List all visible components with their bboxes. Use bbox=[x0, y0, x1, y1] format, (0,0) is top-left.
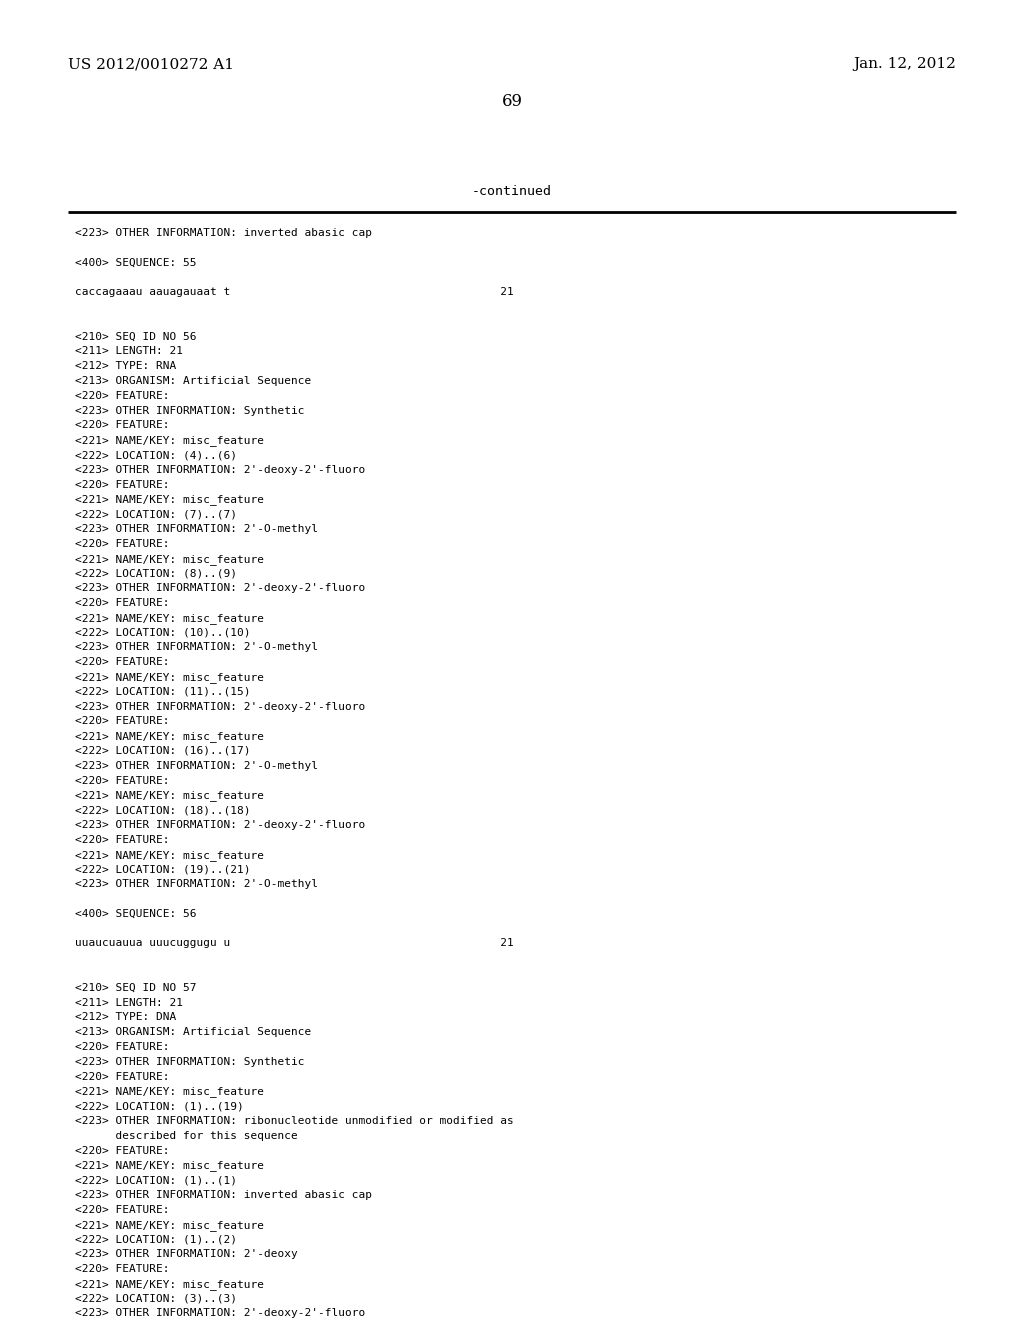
Text: <221> NAME/KEY: misc_feature: <221> NAME/KEY: misc_feature bbox=[75, 1086, 264, 1097]
Text: <211> LENGTH: 21: <211> LENGTH: 21 bbox=[75, 998, 183, 1007]
Text: <220> FEATURE:: <220> FEATURE: bbox=[75, 1072, 170, 1081]
Text: <210> SEQ ID NO 57: <210> SEQ ID NO 57 bbox=[75, 983, 197, 993]
Text: <223> OTHER INFORMATION: inverted abasic cap: <223> OTHER INFORMATION: inverted abasic… bbox=[75, 228, 372, 238]
Text: <221> NAME/KEY: misc_feature: <221> NAME/KEY: misc_feature bbox=[75, 495, 264, 506]
Text: <220> FEATURE:: <220> FEATURE: bbox=[75, 1205, 170, 1214]
Text: <221> NAME/KEY: misc_feature: <221> NAME/KEY: misc_feature bbox=[75, 850, 264, 861]
Text: <222> LOCATION: (11)..(15): <222> LOCATION: (11)..(15) bbox=[75, 686, 251, 697]
Text: <213> ORGANISM: Artificial Sequence: <213> ORGANISM: Artificial Sequence bbox=[75, 1027, 311, 1038]
Text: <213> ORGANISM: Artificial Sequence: <213> ORGANISM: Artificial Sequence bbox=[75, 376, 311, 385]
Text: <212> TYPE: RNA: <212> TYPE: RNA bbox=[75, 362, 176, 371]
Text: <221> NAME/KEY: misc_feature: <221> NAME/KEY: misc_feature bbox=[75, 1279, 264, 1290]
Text: <223> OTHER INFORMATION: inverted abasic cap: <223> OTHER INFORMATION: inverted abasic… bbox=[75, 1191, 372, 1200]
Text: <222> LOCATION: (1)..(1): <222> LOCATION: (1)..(1) bbox=[75, 1175, 237, 1185]
Text: <223> OTHER INFORMATION: Synthetic: <223> OTHER INFORMATION: Synthetic bbox=[75, 1057, 304, 1067]
Text: <222> LOCATION: (7)..(7): <222> LOCATION: (7)..(7) bbox=[75, 510, 237, 519]
Text: <220> FEATURE:: <220> FEATURE: bbox=[75, 834, 170, 845]
Text: uuaucuauua uuucuggugu u                                        21: uuaucuauua uuucuggugu u 21 bbox=[75, 939, 514, 948]
Text: <222> LOCATION: (4)..(6): <222> LOCATION: (4)..(6) bbox=[75, 450, 237, 459]
Text: <220> FEATURE:: <220> FEATURE: bbox=[75, 539, 170, 549]
Text: <223> OTHER INFORMATION: 2'-deoxy-2'-fluoro: <223> OTHER INFORMATION: 2'-deoxy-2'-flu… bbox=[75, 1308, 366, 1319]
Text: <223> OTHER INFORMATION: ribonucleotide unmodified or modified as: <223> OTHER INFORMATION: ribonucleotide … bbox=[75, 1115, 514, 1126]
Text: <222> LOCATION: (3)..(3): <222> LOCATION: (3)..(3) bbox=[75, 1294, 237, 1304]
Text: <220> FEATURE:: <220> FEATURE: bbox=[75, 391, 170, 401]
Text: <221> NAME/KEY: misc_feature: <221> NAME/KEY: misc_feature bbox=[75, 612, 264, 624]
Text: <223> OTHER INFORMATION: 2'-deoxy-2'-fluoro: <223> OTHER INFORMATION: 2'-deoxy-2'-flu… bbox=[75, 702, 366, 711]
Text: <222> LOCATION: (8)..(9): <222> LOCATION: (8)..(9) bbox=[75, 569, 237, 578]
Text: <223> OTHER INFORMATION: 2'-O-methyl: <223> OTHER INFORMATION: 2'-O-methyl bbox=[75, 524, 318, 535]
Text: <222> LOCATION: (1)..(2): <222> LOCATION: (1)..(2) bbox=[75, 1234, 237, 1245]
Text: <222> LOCATION: (16)..(17): <222> LOCATION: (16)..(17) bbox=[75, 746, 251, 756]
Text: <222> LOCATION: (18)..(18): <222> LOCATION: (18)..(18) bbox=[75, 805, 251, 816]
Text: 69: 69 bbox=[502, 92, 522, 110]
Text: <400> SEQUENCE: 56: <400> SEQUENCE: 56 bbox=[75, 908, 197, 919]
Text: <223> OTHER INFORMATION: 2'-O-methyl: <223> OTHER INFORMATION: 2'-O-methyl bbox=[75, 643, 318, 652]
Text: <220> FEATURE:: <220> FEATURE: bbox=[75, 657, 170, 667]
Text: <221> NAME/KEY: misc_feature: <221> NAME/KEY: misc_feature bbox=[75, 1160, 264, 1171]
Text: <221> NAME/KEY: misc_feature: <221> NAME/KEY: misc_feature bbox=[75, 1220, 264, 1230]
Text: <221> NAME/KEY: misc_feature: <221> NAME/KEY: misc_feature bbox=[75, 731, 264, 742]
Text: <210> SEQ ID NO 56: <210> SEQ ID NO 56 bbox=[75, 331, 197, 342]
Text: <211> LENGTH: 21: <211> LENGTH: 21 bbox=[75, 346, 183, 356]
Text: <221> NAME/KEY: misc_feature: <221> NAME/KEY: misc_feature bbox=[75, 436, 264, 446]
Text: <221> NAME/KEY: misc_feature: <221> NAME/KEY: misc_feature bbox=[75, 791, 264, 801]
Text: <220> FEATURE:: <220> FEATURE: bbox=[75, 1146, 170, 1155]
Text: <223> OTHER INFORMATION: 2'-O-methyl: <223> OTHER INFORMATION: 2'-O-methyl bbox=[75, 760, 318, 771]
Text: <222> LOCATION: (10)..(10): <222> LOCATION: (10)..(10) bbox=[75, 627, 251, 638]
Text: <220> FEATURE:: <220> FEATURE: bbox=[75, 1265, 170, 1274]
Text: <222> LOCATION: (1)..(19): <222> LOCATION: (1)..(19) bbox=[75, 1101, 244, 1111]
Text: <223> OTHER INFORMATION: Synthetic: <223> OTHER INFORMATION: Synthetic bbox=[75, 405, 304, 416]
Text: <221> NAME/KEY: misc_feature: <221> NAME/KEY: misc_feature bbox=[75, 672, 264, 682]
Text: Jan. 12, 2012: Jan. 12, 2012 bbox=[853, 57, 956, 71]
Text: <223> OTHER INFORMATION: 2'-deoxy-2'-fluoro: <223> OTHER INFORMATION: 2'-deoxy-2'-flu… bbox=[75, 583, 366, 593]
Text: <223> OTHER INFORMATION: 2'-deoxy: <223> OTHER INFORMATION: 2'-deoxy bbox=[75, 1249, 298, 1259]
Text: <223> OTHER INFORMATION: 2'-O-methyl: <223> OTHER INFORMATION: 2'-O-methyl bbox=[75, 879, 318, 890]
Text: <220> FEATURE:: <220> FEATURE: bbox=[75, 479, 170, 490]
Text: <221> NAME/KEY: misc_feature: <221> NAME/KEY: misc_feature bbox=[75, 553, 264, 565]
Text: <220> FEATURE:: <220> FEATURE: bbox=[75, 776, 170, 785]
Text: <220> FEATURE:: <220> FEATURE: bbox=[75, 1041, 170, 1052]
Text: <222> LOCATION: (19)..(21): <222> LOCATION: (19)..(21) bbox=[75, 865, 251, 874]
Text: <223> OTHER INFORMATION: 2'-deoxy-2'-fluoro: <223> OTHER INFORMATION: 2'-deoxy-2'-flu… bbox=[75, 465, 366, 475]
Text: <220> FEATURE:: <220> FEATURE: bbox=[75, 598, 170, 609]
Text: <223> OTHER INFORMATION: 2'-deoxy-2'-fluoro: <223> OTHER INFORMATION: 2'-deoxy-2'-flu… bbox=[75, 820, 366, 830]
Text: US 2012/0010272 A1: US 2012/0010272 A1 bbox=[68, 57, 234, 71]
Text: <220> FEATURE:: <220> FEATURE: bbox=[75, 717, 170, 726]
Text: <220> FEATURE:: <220> FEATURE: bbox=[75, 420, 170, 430]
Text: caccagaaau aauagauaat t                                        21: caccagaaau aauagauaat t 21 bbox=[75, 288, 514, 297]
Text: described for this sequence: described for this sequence bbox=[75, 1131, 298, 1140]
Text: <400> SEQUENCE: 55: <400> SEQUENCE: 55 bbox=[75, 257, 197, 268]
Text: <212> TYPE: DNA: <212> TYPE: DNA bbox=[75, 1012, 176, 1023]
Text: -continued: -continued bbox=[472, 185, 552, 198]
